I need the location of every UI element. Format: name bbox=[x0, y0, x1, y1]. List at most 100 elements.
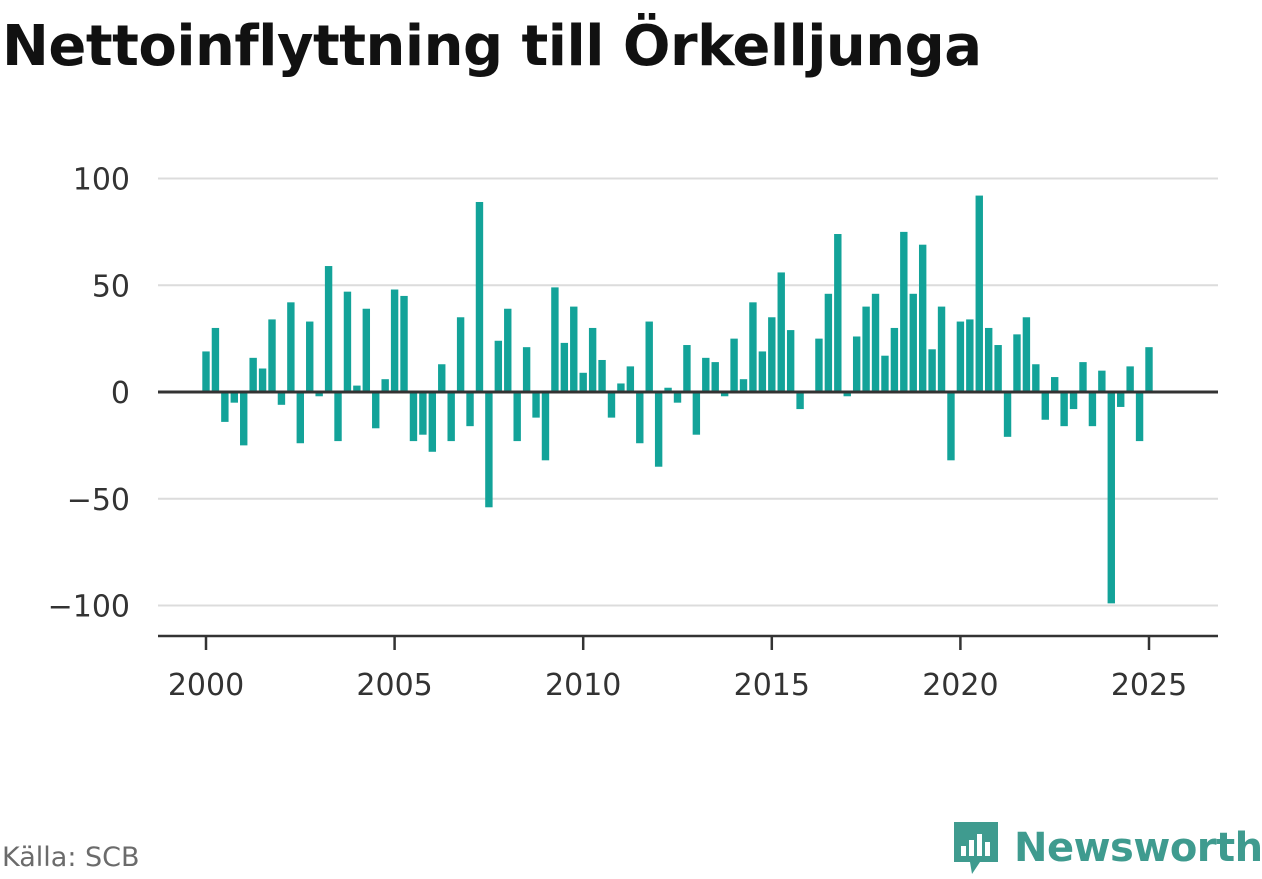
bar bbox=[871, 293, 880, 392]
bar bbox=[852, 336, 861, 392]
bar bbox=[777, 272, 785, 392]
bar bbox=[296, 392, 304, 444]
bar bbox=[824, 293, 833, 392]
bar bbox=[541, 392, 550, 461]
bar bbox=[447, 392, 455, 442]
bar bbox=[504, 308, 512, 392]
bar bbox=[1117, 392, 1125, 407]
bar bbox=[334, 392, 342, 442]
bar bbox=[306, 321, 314, 392]
bar bbox=[438, 364, 446, 392]
bar bbox=[202, 351, 210, 392]
bar bbox=[975, 195, 983, 392]
bar bbox=[211, 327, 220, 392]
bar bbox=[890, 327, 899, 392]
bar bbox=[956, 321, 965, 392]
bar bbox=[720, 392, 729, 397]
bar bbox=[749, 302, 757, 392]
bar bbox=[551, 287, 559, 392]
source-note: Källa: SCB bbox=[2, 842, 140, 873]
bar bbox=[928, 349, 936, 392]
bar bbox=[711, 362, 719, 392]
bar bbox=[796, 392, 804, 410]
bar bbox=[607, 392, 616, 418]
bar bbox=[786, 330, 795, 392]
bar bbox=[249, 357, 257, 392]
bar bbox=[277, 392, 286, 405]
y-tick-label: 50 bbox=[92, 269, 130, 304]
x-tick-label: 2020 bbox=[922, 668, 998, 703]
bar bbox=[230, 392, 238, 403]
bar bbox=[579, 372, 587, 392]
bar bbox=[1022, 317, 1031, 392]
bar bbox=[1041, 392, 1049, 420]
bar bbox=[475, 201, 484, 392]
bar bbox=[768, 317, 776, 392]
bar bbox=[381, 379, 389, 392]
bar bbox=[636, 392, 644, 444]
bar bbox=[372, 392, 380, 429]
bar bbox=[702, 357, 710, 392]
x-tick-label: 2010 bbox=[545, 668, 621, 703]
bar bbox=[1126, 366, 1134, 392]
bar bbox=[1098, 370, 1106, 392]
bar bbox=[843, 392, 851, 397]
bar bbox=[570, 306, 578, 392]
x-tick-label: 2025 bbox=[1111, 668, 1187, 703]
bar bbox=[428, 392, 437, 452]
newsworthy-logo-icon bbox=[954, 822, 998, 874]
bar bbox=[598, 359, 606, 392]
page-title: Nettoinflyttning till Örkelljunga bbox=[2, 14, 982, 79]
bar bbox=[730, 338, 738, 392]
bar bbox=[947, 392, 955, 461]
bar bbox=[1013, 334, 1021, 392]
x-tick-label: 2015 bbox=[734, 668, 810, 703]
bar bbox=[1051, 377, 1059, 392]
bar bbox=[258, 368, 267, 392]
bar bbox=[1107, 392, 1115, 604]
bar bbox=[494, 340, 503, 392]
bar bbox=[617, 383, 625, 392]
bar bbox=[409, 392, 418, 442]
bar bbox=[560, 342, 569, 392]
bar bbox=[456, 317, 465, 392]
bar bbox=[588, 327, 597, 392]
bar bbox=[1145, 347, 1153, 392]
bar bbox=[834, 234, 842, 392]
bar bbox=[881, 355, 889, 392]
x-tick-label: 2000 bbox=[168, 668, 244, 703]
x-tick-label: 2005 bbox=[356, 668, 432, 703]
bar bbox=[1079, 362, 1087, 392]
bar bbox=[815, 338, 823, 392]
brand-logo: Newsworthy bbox=[950, 818, 1262, 878]
bar bbox=[400, 295, 408, 392]
bar bbox=[513, 392, 521, 442]
bar bbox=[758, 351, 767, 392]
bar bbox=[862, 306, 870, 392]
bar bbox=[221, 392, 229, 422]
bar bbox=[353, 385, 361, 392]
bar bbox=[1088, 392, 1097, 427]
bar bbox=[522, 347, 531, 392]
bar bbox=[315, 392, 323, 397]
bar bbox=[937, 306, 946, 392]
axes bbox=[158, 390, 1218, 650]
bar bbox=[1069, 392, 1078, 410]
bar bbox=[664, 387, 672, 392]
bar-series bbox=[202, 195, 1153, 604]
y-tick-label: −50 bbox=[67, 483, 130, 518]
bar bbox=[984, 327, 993, 392]
y-tick-label: 0 bbox=[111, 376, 130, 411]
bar bbox=[1003, 392, 1012, 437]
y-tick-label: 100 bbox=[73, 163, 130, 198]
y-axis-labels: 100 50 0 −50 −100 bbox=[48, 163, 130, 625]
bar bbox=[966, 319, 974, 392]
bar bbox=[287, 302, 295, 392]
bar bbox=[1032, 364, 1040, 392]
bar bbox=[645, 321, 653, 392]
x-axis-labels: 2000 2005 2010 2015 2020 2025 bbox=[168, 668, 1187, 703]
bar bbox=[683, 345, 691, 392]
bar bbox=[739, 379, 748, 392]
bar bbox=[268, 319, 276, 392]
